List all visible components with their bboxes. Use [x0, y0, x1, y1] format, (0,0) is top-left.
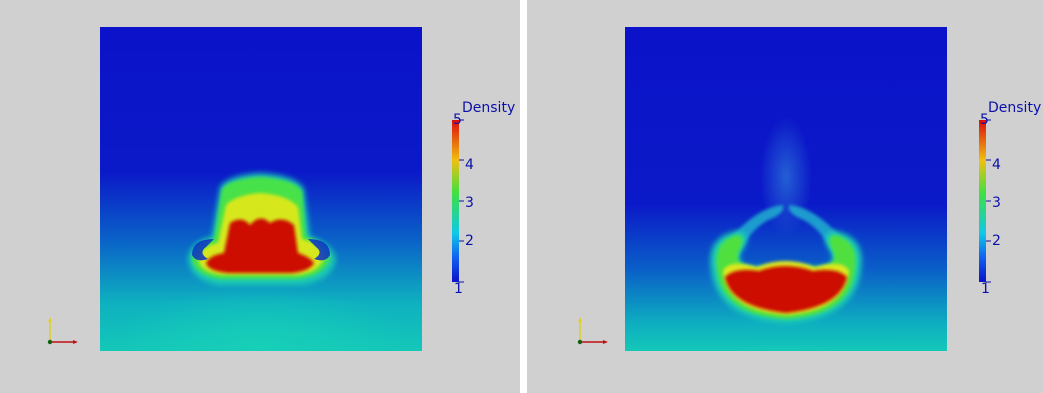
render-view-left[interactable]: Density 5 4 3 — [0, 0, 520, 393]
orientation-axes-icon — [572, 314, 612, 350]
colorbar-tick-2: 2 — [465, 233, 474, 249]
density-plot-left[interactable] — [100, 27, 422, 351]
colorbar-tick-5: 5 — [980, 112, 989, 128]
colorbar-tick-4: 4 — [465, 157, 474, 173]
colorbar-tick-4: 4 — [992, 157, 1001, 173]
colorbar-tick-1: 1 — [981, 281, 990, 297]
colorbar — [979, 119, 991, 283]
orientation-axes-icon — [42, 314, 82, 350]
colorbar-tick-5: 5 — [453, 112, 462, 128]
colorbar-tick-3: 3 — [992, 195, 1001, 211]
colorbar-tick-1: 1 — [454, 281, 463, 297]
colorbar-tick-2: 2 — [992, 233, 1001, 249]
render-view-right[interactable]: Density 5 4 3 — [527, 0, 1043, 393]
colorbar-title: Density — [988, 100, 1042, 116]
colorbar-title: Density — [462, 100, 516, 116]
colorbar — [452, 119, 464, 283]
colorbar-tick-3: 3 — [465, 195, 474, 211]
density-plot-right[interactable] — [625, 27, 947, 351]
